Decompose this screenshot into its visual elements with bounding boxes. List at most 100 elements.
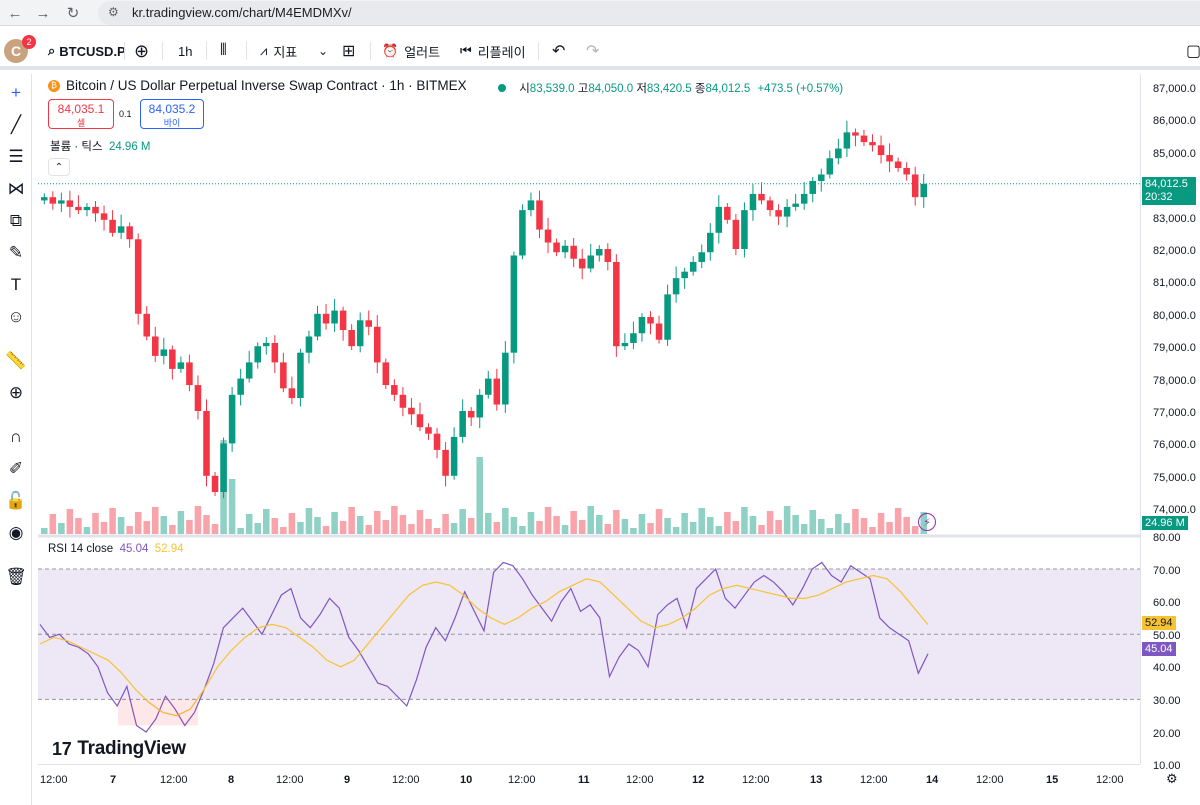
volume-bar	[741, 507, 748, 534]
ruler-icon[interactable]: 📏	[5, 351, 27, 370]
settings-gear-icon[interactable]: ⚙	[1166, 771, 1178, 786]
volume-bar	[391, 506, 398, 534]
candle-body	[254, 346, 261, 363]
brush-icon[interactable]: ✎	[8, 243, 24, 262]
volume-bar	[245, 514, 253, 534]
candle-body	[724, 206, 731, 220]
indicators-button[interactable]: ⩘ 지표	[260, 39, 297, 63]
volume-bar	[502, 508, 509, 534]
site-settings-icon[interactable]: ⚙	[108, 5, 119, 19]
layouts-icon[interactable]: ⊞	[342, 43, 356, 60]
undo-icon[interactable]: ↶	[552, 43, 566, 60]
eye-icon[interactable]: ◉	[8, 523, 24, 542]
reload-icon[interactable]: ↻	[66, 5, 80, 22]
time-tick: 13	[810, 774, 823, 786]
address-bar[interactable]: ⚙ kr.tradingview.com/chart/M4EMDMXv/	[98, 1, 1200, 25]
volume-bar	[749, 516, 757, 534]
url-text[interactable]: kr.tradingview.com/chart/M4EMDMXv/	[132, 5, 352, 20]
rsi-tick: 40.00	[1153, 662, 1181, 675]
time-tick: 12:00	[626, 774, 654, 786]
candle-body	[41, 197, 48, 201]
sell-button[interactable]: 84,035.1 셀	[48, 99, 114, 129]
volume-bar	[442, 514, 449, 534]
time-axis[interactable]: 12:00 7 12:00 8 12:00 9 12:00 10 12:00 11 12:00 12 1…	[38, 764, 1140, 796]
prediction-icon[interactable]: ⧉	[9, 211, 23, 230]
volume-bar	[271, 518, 279, 534]
redo-icon[interactable]: ↷	[586, 43, 600, 60]
time-tick: 8	[228, 774, 235, 786]
volume-bar	[263, 509, 270, 534]
volume-bar	[732, 521, 740, 534]
candle-body	[382, 362, 390, 386]
chart-canvas[interactable]	[38, 74, 1140, 764]
tradingview-logo[interactable]: 17 TradingView	[52, 738, 186, 760]
logo-text: TradingView	[77, 738, 186, 759]
pattern-icon[interactable]: ⋈	[7, 179, 25, 198]
volume-bar	[894, 508, 902, 534]
volume-bar	[374, 511, 381, 534]
candle-body	[459, 411, 466, 437]
candle-body	[194, 385, 202, 411]
volume-bar	[459, 509, 466, 534]
panel-icon[interactable]: ▢	[1186, 43, 1200, 60]
volume-bar	[613, 510, 620, 534]
magnet-icon[interactable]: ∩	[9, 427, 23, 446]
volume-bar	[331, 512, 338, 534]
volume-bar	[809, 510, 816, 534]
candle-type-icon[interactable]: ⫴	[220, 42, 227, 59]
zoom-icon[interactable]: ⊕	[8, 383, 24, 402]
candle-body	[49, 197, 57, 204]
lock-icon[interactable]: 🔓	[5, 491, 27, 510]
interval-button[interactable]: 1h	[178, 43, 193, 59]
time-tick: 15	[1046, 774, 1059, 786]
volume-bar	[75, 518, 82, 534]
series-legend[interactable]: ₿ Bitcoin / US Dollar Perpetual Inverse …	[48, 78, 467, 93]
series-title: Bitcoin / US Dollar Perpetual Inverse Sw…	[66, 78, 467, 93]
trendline-icon[interactable]: ╱	[10, 115, 22, 134]
candle-body	[553, 242, 560, 253]
rsi-legend[interactable]: RSI 14 close 45.04 52.94	[48, 543, 184, 555]
candle-body	[186, 362, 193, 386]
chevron-down-icon[interactable]: ⌄	[318, 44, 329, 58]
candle-body	[322, 313, 330, 324]
trash-icon[interactable]: 🗑	[5, 567, 27, 586]
volume-bar	[100, 522, 108, 534]
volume-bar	[211, 524, 219, 534]
volume-bar	[570, 511, 577, 534]
candle-body	[604, 249, 612, 262]
lightning-icon[interactable]: ⚡	[918, 513, 936, 531]
candle-body	[237, 378, 244, 395]
candle-body	[245, 362, 253, 379]
candle-body	[638, 317, 646, 334]
collapse-legend-button[interactable]: ⌃	[48, 158, 70, 176]
buy-button[interactable]: 84,035.2 바이	[140, 99, 204, 129]
volume-legend[interactable]: 볼륨 · 틱스 24.96 M	[50, 141, 151, 153]
fib-icon[interactable]: ☰	[8, 147, 24, 166]
candle-body	[152, 336, 159, 356]
compare-add-icon[interactable]: ⊕	[134, 40, 150, 61]
volume-bar	[561, 525, 569, 534]
price-tick: 83,000.0	[1153, 212, 1196, 225]
volume-bar	[450, 523, 458, 534]
time-tick: 12:00	[160, 774, 188, 786]
back-icon[interactable]: ←	[7, 4, 23, 22]
volume-bar	[596, 515, 603, 534]
alert-button[interactable]: ⏰ 얼러트	[382, 39, 440, 63]
crosshair-icon[interactable]: +	[11, 83, 21, 102]
forward-icon[interactable]: →	[35, 4, 51, 22]
candle-body	[621, 342, 629, 347]
replay-button[interactable]: ⏮ 리플레이	[460, 39, 526, 63]
lock-drawing-icon[interactable]: ✐	[8, 459, 24, 478]
buy-label: 바이	[163, 118, 181, 128]
candle-body	[715, 206, 723, 233]
emoji-icon[interactable]: ☺	[7, 307, 25, 326]
symbol-search[interactable]: ⌕ BTCUSD.P	[48, 39, 126, 63]
rsi-band	[38, 569, 1140, 700]
candle-body	[66, 200, 74, 207]
indicators-icon: ⩘	[260, 43, 268, 58]
replay-label: 리플레이	[477, 44, 526, 60]
text-icon[interactable]: T	[10, 275, 22, 294]
time-tick: 12	[692, 774, 705, 786]
oversold-fill	[118, 699, 198, 726]
volume-bar	[126, 526, 133, 534]
